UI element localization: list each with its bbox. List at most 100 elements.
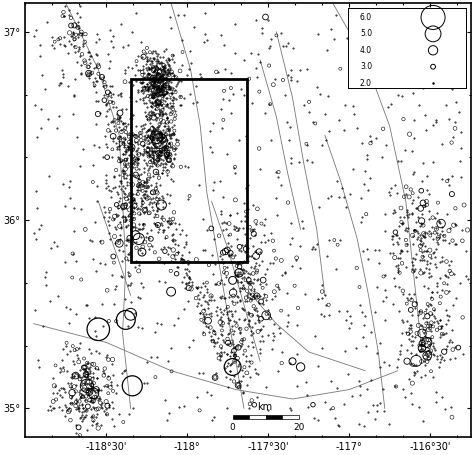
Point [152,158,159,165]
Point [98,238,106,246]
Point [269,237,277,244]
Point [262,293,270,300]
Point [115,120,122,127]
Point [411,228,419,235]
Point [161,143,169,151]
Point [132,232,139,239]
Point [330,237,338,244]
Point [407,328,414,335]
Point [121,161,128,168]
Point [417,243,424,250]
Point [423,336,431,344]
Point [329,404,337,412]
Point [144,195,151,202]
Point [418,340,426,347]
Point [163,131,170,138]
Point [146,158,154,166]
Point [83,385,91,393]
Point [440,348,448,355]
Point [82,393,90,400]
Point [77,391,85,399]
Point [196,407,203,414]
Point [418,344,426,352]
Point [172,88,179,96]
Point [448,139,456,146]
Point [204,317,212,324]
Point [149,93,156,101]
Point [409,232,417,239]
Point [452,205,459,212]
Point [425,339,433,347]
Point [235,269,243,277]
Point [123,195,130,202]
Point [76,432,84,439]
Point [138,71,146,78]
Point [145,151,152,158]
Point [154,152,162,159]
Point [81,384,89,391]
Point [75,424,82,431]
Point [107,98,114,106]
Point [148,134,155,142]
Point [121,78,129,86]
Point [82,397,90,404]
Point [154,212,161,220]
Point [143,133,151,140]
Point [121,217,128,225]
Point [402,183,410,190]
Point [237,259,245,267]
Point [278,257,285,264]
Point [116,109,124,116]
Point [235,344,242,351]
Point [423,358,431,365]
Point [149,189,157,196]
Point [427,368,435,375]
Point [215,280,223,287]
Point [425,344,433,351]
Point [275,168,283,176]
Point [427,310,434,317]
Point [416,342,423,349]
Point [173,250,181,258]
Point [145,139,152,147]
Point [460,202,468,209]
Point [93,406,100,413]
Point [418,187,425,194]
Point [248,312,255,319]
Point [164,119,171,126]
Point [252,218,260,225]
Point [253,269,260,276]
Point [109,99,117,106]
Point [154,97,161,104]
Point [162,83,169,91]
Point [146,93,154,101]
Point [169,162,176,170]
Point [83,359,91,366]
Point [379,125,387,132]
Point [165,126,173,133]
Point [94,61,102,68]
Point [153,65,161,72]
Point [455,344,462,351]
Point [129,146,137,153]
Point [109,216,117,223]
Point [167,152,174,159]
Point [130,196,137,203]
Point [101,79,109,86]
Point [144,147,152,154]
Point [84,63,91,71]
Point [128,181,136,188]
Point [139,179,147,186]
Point [270,247,278,254]
Point [82,30,89,38]
Point [241,364,248,371]
Point [104,389,112,397]
Point [160,102,168,109]
Point [67,383,74,390]
Point [125,138,133,146]
Point [417,205,425,212]
Point [363,211,370,218]
Point [145,194,153,202]
Point [105,356,112,363]
Point [158,74,165,81]
